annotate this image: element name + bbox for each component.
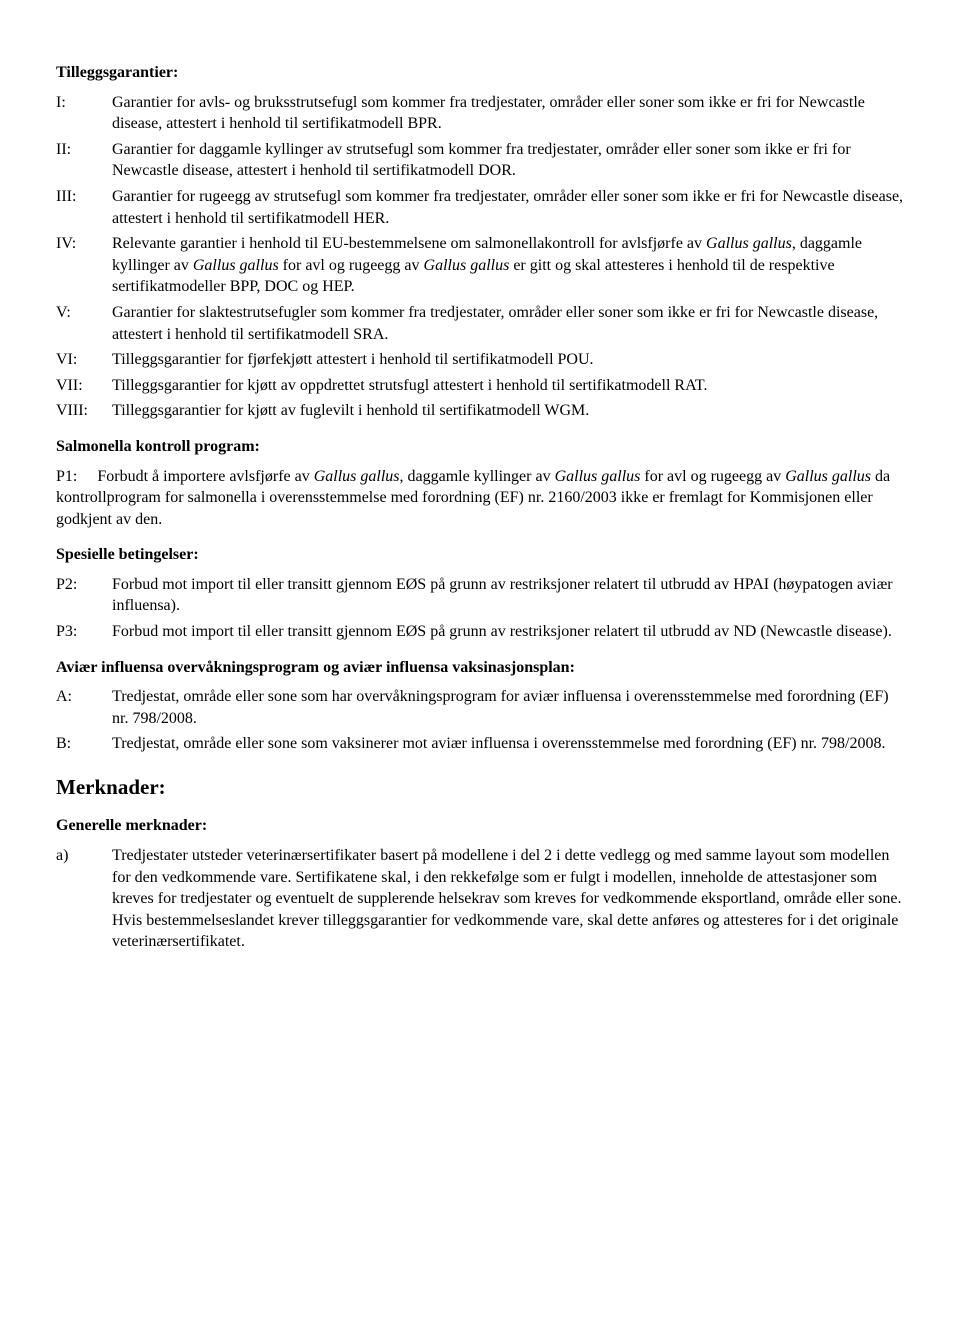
heading-generelle: Generelle merknader: (56, 815, 904, 837)
item-label: VIII: (56, 400, 104, 422)
item-body: Tilleggsgarantier for kjøtt av oppdrette… (112, 375, 904, 397)
text: Hvis bestemmelseslandet krever tilleggsg… (112, 910, 904, 953)
item-label: IV: (56, 233, 104, 298)
item-label: VII: (56, 375, 104, 397)
text: for avl og rugeegg av (279, 257, 424, 274)
heading-tilleggsgarantier: Tilleggsgarantier: (56, 62, 904, 84)
item-label: P1: (56, 468, 77, 485)
item-label: I: (56, 92, 104, 135)
italic-text: Gallus gallus (785, 468, 871, 485)
list-tilleggsgarantier: I: Garantier for avls- og bruksstrutsefu… (56, 92, 904, 422)
item-body: Tredjestater utsteder veterinærsertifika… (112, 845, 904, 953)
item-label: V: (56, 302, 104, 345)
item-label: P2: (56, 574, 104, 617)
text: Tredjestater utsteder veterinærsertifika… (112, 845, 904, 910)
item-body: Garantier for slaktestrutsefugler som ko… (112, 302, 904, 345)
item-label: P3: (56, 621, 104, 643)
list-generelle: a) Tredjestater utsteder veterinærsertif… (56, 845, 904, 953)
item-label: III: (56, 186, 104, 229)
item-body: Relevante garantier i henhold til EU-bes… (112, 233, 904, 298)
italic-text: Gallus gallus (706, 235, 792, 252)
item-body: Tredjestat, område eller sone som vaksin… (112, 733, 904, 755)
text: Relevante garantier i henhold til EU-bes… (112, 235, 706, 252)
item-body: Tilleggsgarantier for kjøtt av fuglevilt… (112, 400, 904, 422)
item-body: Tilleggsgarantier for fjørfekjøtt attest… (112, 349, 904, 371)
item-body: Garantier for avls- og bruksstrutsefugl … (112, 92, 904, 135)
paragraph-p1: P1: Forbudt å importere avlsfjørfe av Gal… (56, 466, 904, 531)
item-label: II: (56, 139, 104, 182)
heading-aviær: Aviær influensa overvåkningsprogram og a… (56, 657, 904, 679)
heading-salmonella: Salmonella kontroll program: (56, 436, 904, 458)
italic-text: Gallus gallus (193, 257, 279, 274)
heading-spesielle: Spesielle betingelser: (56, 544, 904, 566)
item-body: Tredjestat, område eller sone som har ov… (112, 686, 904, 729)
text: for avl og rugeegg av (640, 468, 785, 485)
item-label: VI: (56, 349, 104, 371)
item-label: B: (56, 733, 104, 755)
item-label: a) (56, 845, 104, 953)
item-body: Forbud mot import til eller transitt gje… (112, 574, 904, 617)
heading-merknader: Merknader: (56, 773, 904, 801)
text: , daggamle kyllinger av (400, 468, 555, 485)
italic-text: Gallus gallus (424, 257, 510, 274)
list-aviær: A: Tredjestat, område eller sone som har… (56, 686, 904, 755)
item-body: Garantier for rugeegg av strutsefugl som… (112, 186, 904, 229)
list-spesielle: P2: Forbud mot import til eller transitt… (56, 574, 904, 643)
italic-text: Gallus gallus (555, 468, 641, 485)
item-label: A: (56, 686, 104, 729)
text: Forbudt å importere avlsfjørfe av (97, 468, 313, 485)
italic-text: Gallus gallus (314, 468, 400, 485)
item-body: Garantier for daggamle kyllinger av stru… (112, 139, 904, 182)
item-body: Forbud mot import til eller transitt gje… (112, 621, 904, 643)
